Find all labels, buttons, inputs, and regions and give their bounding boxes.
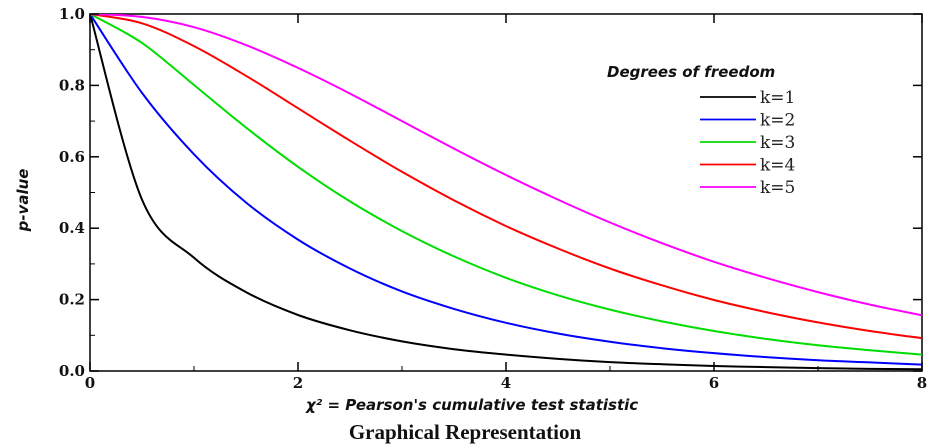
legend-label-k4: k=4 (760, 156, 795, 176)
series-line-k2 (90, 14, 922, 366)
axis-ticks: 0 2 4 6 8 0.0 0.2 0.4 0.6 0.8 1.0 (59, 5, 927, 392)
x-tick-label: 2 (293, 374, 303, 392)
x-tick-label: 4 (501, 374, 511, 392)
legend-label-k5: k=5 (760, 178, 795, 198)
y-tick-label: 0.2 (59, 291, 85, 309)
p-value-chart: 0 2 4 6 8 0.0 0.2 0.4 0.6 0.8 1.0 Degrees of freed… (14, 5, 927, 414)
y-tick-label: 1.0 (59, 5, 85, 23)
x-tick-label: 8 (917, 374, 927, 392)
legend-title: Degrees of freedom (607, 63, 775, 81)
legend-label-k1: k=1 (760, 88, 795, 108)
plot-frame (89, 13, 923, 372)
y-tick-label: 0.0 (59, 362, 85, 380)
y-tick-label: 0.8 (59, 76, 85, 94)
legend: Degrees of freedom k=1 k=2k=3 k=4k=5 (607, 63, 795, 198)
y-tick-label: 0.6 (59, 148, 85, 166)
legend-label-k2: k=2 (760, 111, 795, 131)
figure-caption: Graphical Representation (348, 420, 582, 444)
x-tick-label: 6 (709, 374, 719, 392)
plot-area (89, 13, 923, 372)
legend-label-k3: k=3 (760, 133, 795, 153)
x-tick-label: 0 (85, 374, 95, 392)
x-axis-label: χ² = Pearson's cumulative test statistic (305, 396, 638, 414)
y-axis-label: p-value (14, 169, 32, 233)
y-tick-label: 0.4 (59, 219, 85, 237)
series-line-k3 (90, 14, 922, 356)
series-line-k4 (90, 14, 922, 340)
series-line-k5 (90, 14, 922, 317)
series-line-k1 (90, 14, 922, 371)
